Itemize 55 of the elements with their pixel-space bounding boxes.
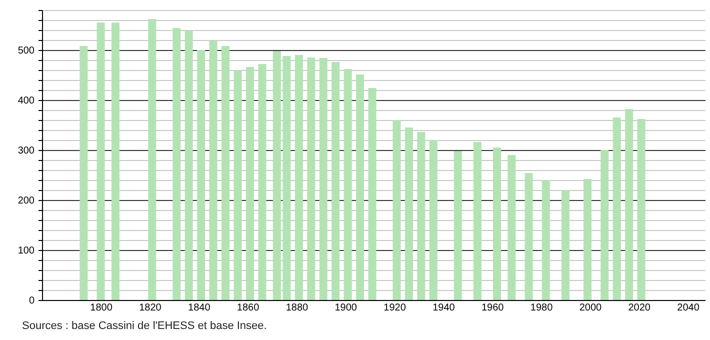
x-tick-label: 1960 [481,302,504,314]
bar [258,64,266,300]
y-tick-label: 500 [18,46,35,56]
y-tick-label: 400 [18,96,35,106]
bar [197,50,206,300]
bar [584,179,592,300]
bar [332,62,340,300]
bar [172,28,181,300]
y-tick-label: 100 [18,246,35,256]
bar [637,119,646,300]
bar [612,118,621,300]
bar [404,128,413,300]
x-tick-label: 1840 [188,302,211,314]
bar [508,155,516,300]
bar [234,70,242,300]
bar [80,46,88,300]
bar [222,46,230,300]
bar [600,150,609,300]
x-tick-label: 1900 [334,302,358,314]
y-tick-label: 0 [28,296,35,306]
bar [344,69,352,300]
bar [148,19,156,300]
x-tick-label: 1820 [139,302,162,314]
bar [356,74,364,300]
x-tick-label: 1980 [530,302,554,314]
bar [417,132,426,300]
x-tick-label: 1800 [90,302,113,314]
bar [184,30,193,300]
bar [542,180,550,300]
x-tick-label: 1940 [432,302,456,314]
x-tick-label: 2020 [628,302,651,314]
bar [246,67,254,300]
x-tick-label: 1860 [236,302,260,314]
bar [493,148,502,300]
x-tick-label: 2000 [579,302,602,314]
bar [294,55,303,300]
bar [524,173,533,300]
bar [307,58,316,300]
bar [368,88,376,300]
source-note: Sources : base Cassini de l'EHESS et base Insee. [22,320,267,332]
bar [454,151,462,300]
x-tick-label: 1880 [286,302,309,314]
y-tick-label: 300 [18,146,35,156]
bar [96,22,105,300]
bar [625,109,634,300]
x-tick-label: 1920 [384,302,406,314]
bar [392,120,401,300]
bar [209,40,218,300]
bar [429,140,438,300]
x-tick-label: 2040 [677,302,700,314]
bar [473,142,482,300]
bar [561,190,570,300]
bar [319,58,328,300]
bar [111,22,120,300]
y-tick-label: 200 [18,196,35,206]
